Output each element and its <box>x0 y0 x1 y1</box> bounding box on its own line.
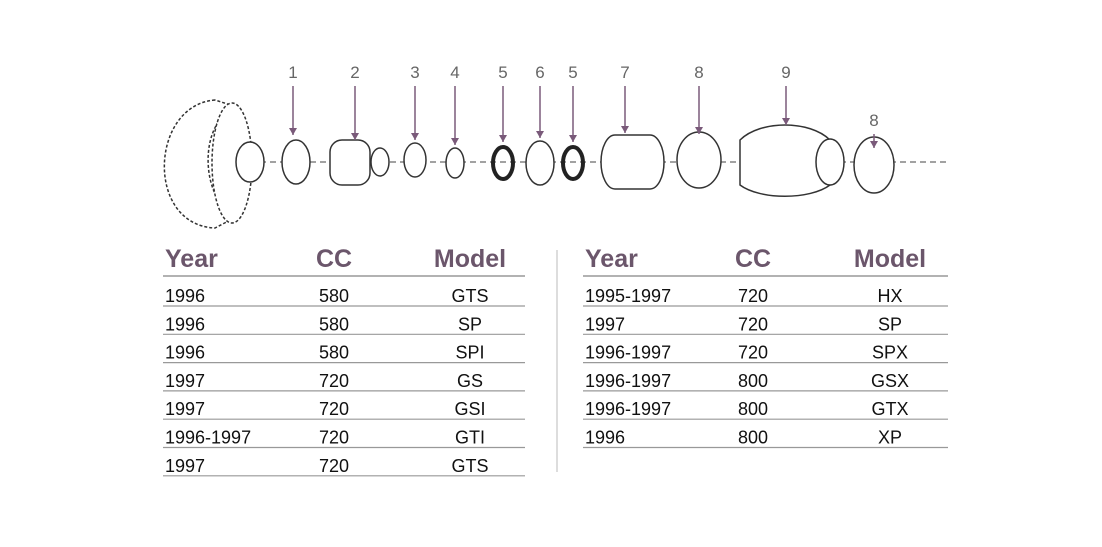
arrow-head <box>499 135 507 142</box>
table-cell: GTX <box>871 399 908 419</box>
table-cell: 580 <box>319 343 349 363</box>
bearing-1 <box>281 139 311 185</box>
callout-number: 3 <box>410 63 419 82</box>
table-cell: 1997 <box>165 371 205 391</box>
callout-number: 6 <box>535 63 544 82</box>
table-cell: 580 <box>319 286 349 306</box>
bearing-3 <box>403 142 427 178</box>
table-cell: 1997 <box>165 399 205 419</box>
ring-4 <box>445 147 465 179</box>
table-cell: 720 <box>319 399 349 419</box>
callout-number: 7 <box>620 63 629 82</box>
part-2 <box>329 139 371 186</box>
part-6 <box>525 140 555 186</box>
arrow-head <box>536 131 544 138</box>
callout-number: 1 <box>288 63 297 82</box>
arrow-head <box>289 128 297 135</box>
table-cell: GTS <box>451 286 488 306</box>
column-header: Year <box>585 245 638 273</box>
callout-number: 4 <box>450 63 459 82</box>
arrow-head <box>351 133 359 140</box>
callout-number: 8 <box>869 111 878 130</box>
arrow-head <box>782 118 790 125</box>
table-cell: 1996-1997 <box>165 428 251 448</box>
callout-number: 5 <box>498 63 507 82</box>
column-header: Model <box>434 245 506 273</box>
table-cell: GS <box>457 371 483 391</box>
table-cell: 800 <box>738 371 768 391</box>
table-cell: 1995-1997 <box>585 286 671 306</box>
table-cell: 1996-1997 <box>585 371 671 391</box>
column-header: Year <box>165 245 218 273</box>
table-cell: XP <box>878 428 902 448</box>
arrow-head <box>870 141 878 148</box>
table-cell: 720 <box>738 314 768 334</box>
drum <box>163 99 243 229</box>
seal-5 <box>491 145 515 181</box>
table-cell: 1997 <box>585 314 625 334</box>
arrow-head <box>569 135 577 142</box>
table-cell: 720 <box>319 371 349 391</box>
table-cell: 800 <box>738 399 768 419</box>
hub <box>235 141 265 183</box>
arrow-head <box>451 138 459 145</box>
table-cell: 800 <box>738 428 768 448</box>
table-cell: GTS <box>451 456 488 476</box>
arrow-head <box>621 126 629 133</box>
table-cell: 720 <box>319 456 349 476</box>
table-cell: SP <box>878 314 902 334</box>
part-2-end <box>370 147 390 177</box>
callout-number: 8 <box>694 63 703 82</box>
table-cell: 1996 <box>165 314 205 334</box>
table-cell: SPX <box>872 343 908 363</box>
table-cell: HX <box>877 286 902 306</box>
table-cell: SPI <box>455 343 484 363</box>
arrow-head <box>695 127 703 134</box>
seal-5b <box>561 145 585 181</box>
table-cell: 720 <box>319 428 349 448</box>
boot-end <box>815 138 845 186</box>
table-cell: 720 <box>738 343 768 363</box>
table-cell: 1996-1997 <box>585 399 671 419</box>
column-header: Model <box>854 245 926 273</box>
column-header: CC <box>735 245 771 273</box>
table-cell: 1996-1997 <box>585 343 671 363</box>
table-cell: SP <box>458 314 482 334</box>
table-cell: GTI <box>455 428 485 448</box>
table-cell: 580 <box>319 314 349 334</box>
callout-number: 2 <box>350 63 359 82</box>
table-cell: 1996 <box>165 286 205 306</box>
arrow-head <box>411 133 419 140</box>
table-cell: 1996 <box>585 428 625 448</box>
table-cell: 1996 <box>165 343 205 363</box>
callout-number: 9 <box>781 63 790 82</box>
table-cell: GSI <box>454 399 485 419</box>
table-cell: 720 <box>738 286 768 306</box>
table-cell: 1997 <box>165 456 205 476</box>
table-cell: GSX <box>871 371 909 391</box>
callout-number: 5 <box>568 63 577 82</box>
parts-drawing <box>163 99 948 472</box>
sleeve-7 <box>600 134 665 190</box>
column-header: CC <box>316 245 352 273</box>
clamp-8 <box>676 131 722 189</box>
